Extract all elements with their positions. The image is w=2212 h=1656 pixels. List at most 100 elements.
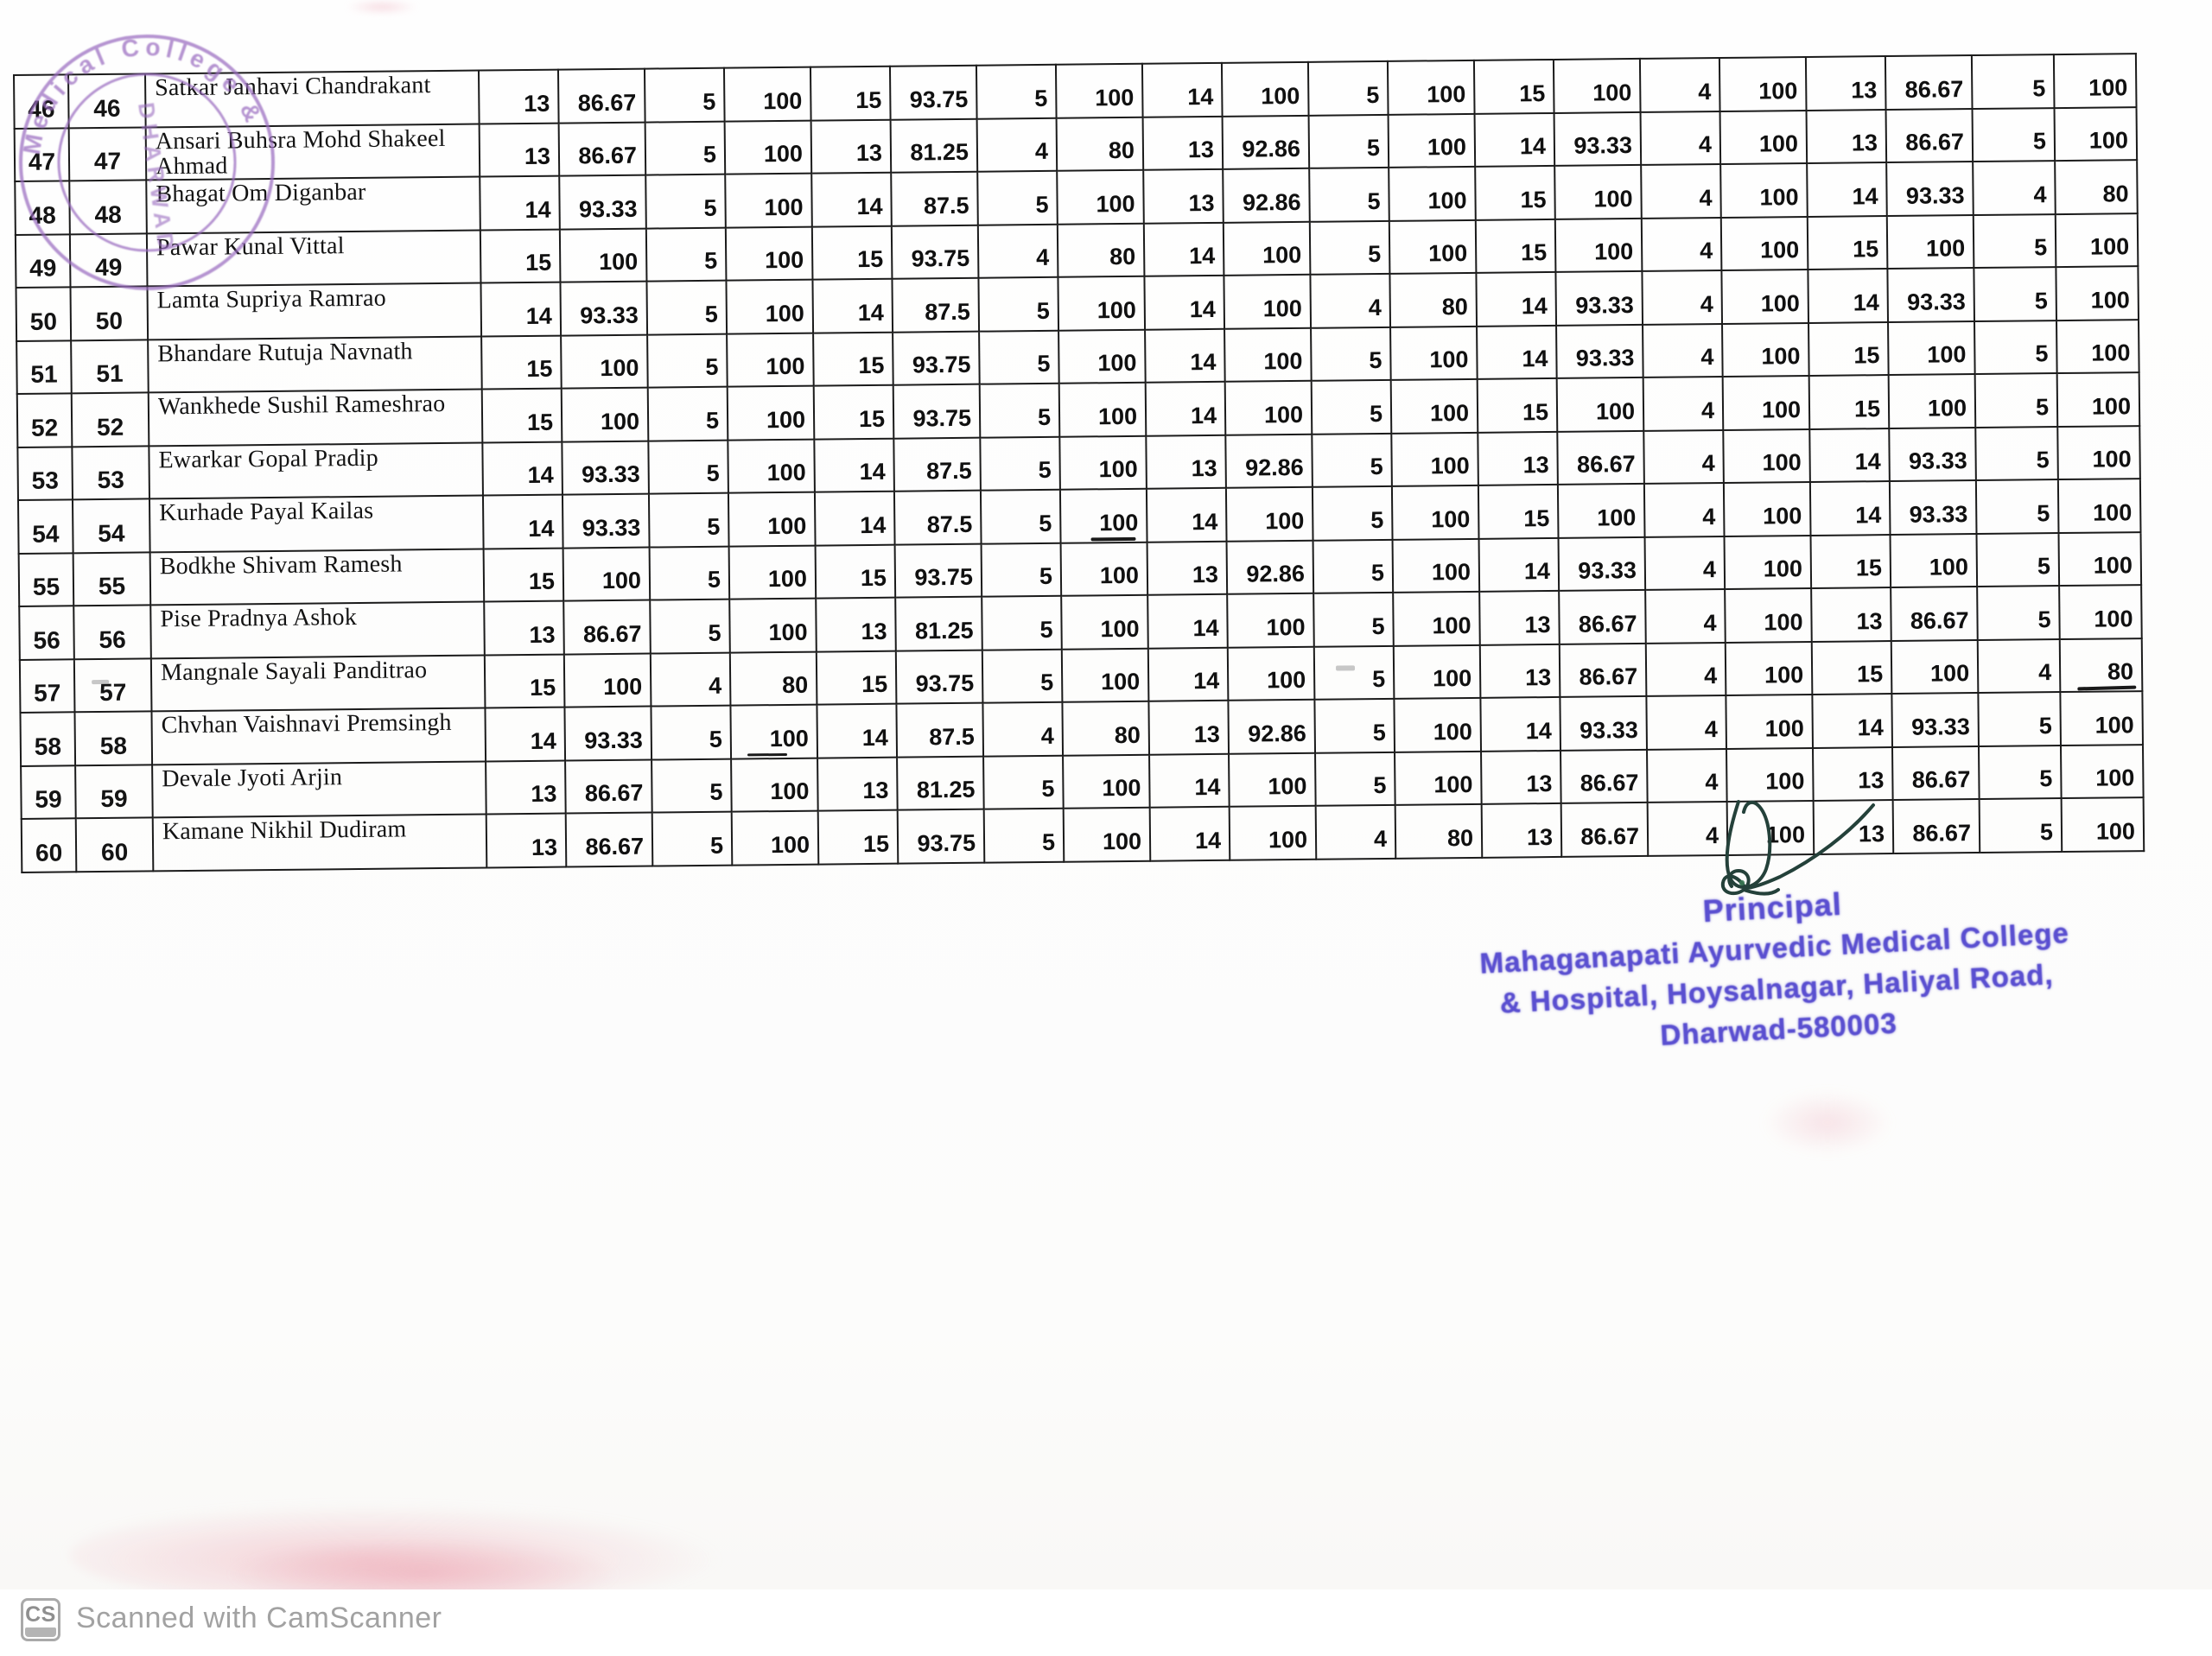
student-name: Bodkhe Shivam Ramesh xyxy=(159,550,403,580)
attendance-value-cell: 13 xyxy=(1147,541,1228,595)
attendance-value-cell: 100 xyxy=(1390,326,1478,380)
attendance-value-cell: 4 xyxy=(1647,748,1727,803)
attendance-value-cell: 100 xyxy=(1888,374,1976,428)
serial-number-cell-2: 47 xyxy=(68,126,147,181)
attendance-value-cell: 100 xyxy=(1058,276,1146,331)
attendance-value-cell: 100 xyxy=(1058,382,1147,437)
attendance-value-cell: 14 xyxy=(1477,325,1557,379)
principal-stamp-line: & Hospital, Hoysalnagar, Haliyal Road, xyxy=(1498,958,2055,1019)
attendance-value-cell: 100 xyxy=(1391,485,1479,540)
attendance-value-cell: 93.33 xyxy=(1554,111,1642,166)
attendance-value-cell: 100 xyxy=(1061,648,1149,702)
attendance-value-cell: 100 xyxy=(1229,805,1317,860)
attendance-value-cell: 100 xyxy=(1063,807,1151,862)
attendance-value-cell: 5 xyxy=(1313,645,1395,700)
student-name: Wankhede Sushil Rameshrao xyxy=(157,390,446,421)
attendance-value-cell: 5 xyxy=(645,227,727,282)
attendance-value-cell: 86.67 xyxy=(1885,55,1973,110)
attendance-value-cell: 100 xyxy=(1723,428,1810,483)
attendance-value-cell: 14 xyxy=(1476,271,1557,327)
scan-artifact xyxy=(1090,536,1136,541)
attendance-value-cell: 13 xyxy=(486,813,567,867)
student-name: Ewarkar Gopal Pradip xyxy=(158,444,379,473)
attendance-value-cell: 93.75 xyxy=(897,809,985,864)
attendance-value-cell: 4 xyxy=(1639,58,1720,112)
attendance-value-cell: 87.5 xyxy=(893,437,981,492)
attendance-value-cell: 100 xyxy=(728,492,816,547)
attendance-value-cell: 100 xyxy=(2060,691,2143,746)
attendance-value-cell: 5 xyxy=(644,67,725,123)
attendance-value-cell: 100 xyxy=(728,439,815,493)
attendance-value-cell: 14 xyxy=(1144,275,1225,330)
attendance-value-cell: 13 xyxy=(1813,800,1894,854)
student-name: Ansari Buhsra Mohd Shakeel Ahmad xyxy=(155,125,446,174)
attendance-value-cell: 13 xyxy=(817,757,898,811)
attendance-value-cell: 4 xyxy=(1977,638,2061,694)
attendance-value-cell: 100 xyxy=(1554,218,1643,272)
attendance-value-cell: 4 xyxy=(1645,642,1726,696)
attendance-value-cell: 93.33 xyxy=(559,174,646,230)
principal-stamp-line: Dharwad-580003 xyxy=(1659,1006,1898,1051)
attendance-value-cell: 80 xyxy=(2055,160,2138,214)
serial-number-cell: 58 xyxy=(20,712,76,766)
attendance-value-cell: 5 xyxy=(981,542,1062,597)
attendance-value-cell: 86.67 xyxy=(1559,589,1646,644)
attendance-value-cell: 81.25 xyxy=(890,118,978,173)
attendance-value-cell: 5 xyxy=(1972,107,2056,162)
attendance-value-cell: 93.33 xyxy=(1560,695,1648,751)
attendance-value-cell: 15 xyxy=(483,548,564,602)
attendance-value-cell: 93.75 xyxy=(891,225,979,279)
attendance-value-cell: 4 xyxy=(1973,161,2056,215)
attendance-value-cell: 14 xyxy=(480,175,560,231)
attendance-value-cell: 100 xyxy=(1888,320,1975,376)
attendance-value-cell: 14 xyxy=(1807,162,1887,217)
attendance-value-cell: 5 xyxy=(646,280,728,335)
attendance-value-cell: 5 xyxy=(645,174,726,229)
attendance-value-cell: 5 xyxy=(980,489,1061,544)
attendance-value-cell: 15 xyxy=(810,66,891,121)
attendance-value-cell: 87.5 xyxy=(891,171,978,226)
attendance-value-cell: 93.33 xyxy=(562,493,650,549)
attendance-value-cell: 13 xyxy=(1146,435,1226,489)
attendance-value-cell: 100 xyxy=(1726,694,1813,749)
attendance-value-cell: 5 xyxy=(650,599,730,654)
attendance-value-cell: 5 xyxy=(1975,426,2058,481)
attendance-value-cell: 4 xyxy=(1642,270,1723,325)
attendance-value-cell: 100 xyxy=(1557,483,1645,538)
attendance-value-cell: 86.67 xyxy=(558,122,646,176)
attendance-value-cell: 5 xyxy=(1974,267,2057,321)
student-name-cell: Ewarkar Gopal Pradip xyxy=(149,442,483,499)
attendance-value-cell: 93.33 xyxy=(562,441,649,495)
serial-number-cell-2: 56 xyxy=(73,605,151,659)
attendance-value-cell: 100 xyxy=(1224,327,1312,382)
attendance-value-cell: 100 xyxy=(1229,752,1316,807)
attendance-value-cell: 5 xyxy=(651,705,732,760)
attendance-value-cell: 92.86 xyxy=(1223,168,1310,223)
attendance-value-cell: 100 xyxy=(1725,587,1812,643)
attendance-value-cell: 100 xyxy=(2057,479,2141,533)
attendance-value-cell: 5 xyxy=(645,121,726,175)
serial-number-cell-2: 57 xyxy=(73,657,152,713)
attendance-value-cell: 5 xyxy=(1311,327,1391,381)
attendance-value-cell: 86.67 xyxy=(1559,643,1647,697)
attendance-value-cell: 100 xyxy=(561,334,648,389)
attendance-value-cell: 80 xyxy=(1395,803,1483,859)
student-name-cell: Chvhan Vaishnavi Premsingh xyxy=(151,707,486,765)
attendance-value-cell: 4 xyxy=(1647,801,1728,856)
attendance-value-cell: 87.5 xyxy=(892,277,980,333)
attendance-value-cell: 86.67 xyxy=(565,759,652,814)
attendance-value-cell: 86.67 xyxy=(1560,802,1649,857)
attendance-value-cell: 86.67 xyxy=(1892,799,1980,853)
attendance-value-cell: 100 xyxy=(727,333,814,387)
attendance-value-cell: 87.5 xyxy=(893,490,982,545)
attendance-value-cell: 100 xyxy=(1720,216,1808,270)
attendance-value-cell: 14 xyxy=(1478,537,1560,592)
attendance-value-cell: 100 xyxy=(559,228,647,282)
attendance-value-cell: 100 xyxy=(1055,63,1143,118)
student-name-cell: Lamta Supriya Ramrao xyxy=(147,282,482,339)
attendance-value-cell: 100 xyxy=(1227,593,1314,648)
attendance-value-cell: 13 xyxy=(1478,431,1558,485)
attendance-value-cell: 14 xyxy=(1146,487,1227,542)
attendance-value-cell: 13 xyxy=(479,123,560,177)
attendance-value-cell: 15 xyxy=(1473,59,1554,114)
